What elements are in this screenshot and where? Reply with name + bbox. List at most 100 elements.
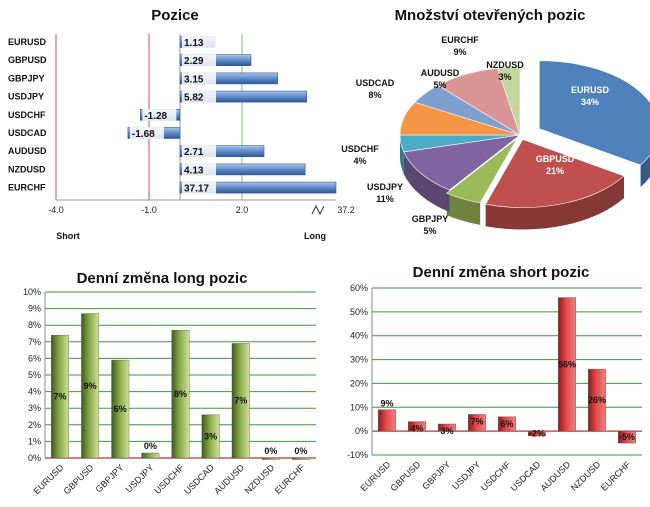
short-y-tick-label: 40% xyxy=(350,331,368,341)
long-value-label: 3% xyxy=(204,431,217,441)
positions-category-label: AUDUSD xyxy=(8,146,47,156)
long-bar xyxy=(292,457,310,460)
positions-value-label: 37.17 xyxy=(184,184,209,195)
long-y-tick-label: 9% xyxy=(28,304,41,314)
positions-tick-label: 37.2 xyxy=(337,205,355,215)
short-category-label: USDCAD xyxy=(508,459,542,493)
short-y-tick-label: 10% xyxy=(350,402,368,412)
short-bar xyxy=(468,414,486,432)
short-bar xyxy=(528,430,546,437)
positions-category-label: EURUSD xyxy=(8,37,47,47)
long-label: Long xyxy=(304,231,326,241)
positions-category-label: GBPJPY xyxy=(8,73,45,83)
short-change-chart-title: Denní změna short pozic xyxy=(413,264,590,281)
long-y-tick-label: 7% xyxy=(28,337,41,347)
long-bar xyxy=(261,457,280,460)
pie-slice-percent: 11% xyxy=(376,194,394,204)
long-category-label: AUDUSD xyxy=(212,462,246,496)
long-value-label: 8% xyxy=(174,389,187,399)
short-category-label: EURUSD xyxy=(358,459,392,493)
long-category-label: USDCHF xyxy=(152,462,186,496)
pie-slice-percent: 21% xyxy=(546,166,564,176)
pie-slice-label: USDCAD xyxy=(356,78,395,88)
pie-slice-side xyxy=(640,154,650,188)
long-value-label: 9% xyxy=(84,381,97,391)
positions-value-bg xyxy=(182,72,216,85)
positions-bar xyxy=(179,181,337,194)
pie-slice-label: GBPUSD xyxy=(536,154,575,164)
pie-slice-percent: 5% xyxy=(423,226,436,236)
pie-slice xyxy=(538,60,650,166)
positions-category-label: USDJPY xyxy=(8,92,44,102)
pie-slice xyxy=(446,137,518,204)
long-value-label: 6% xyxy=(114,404,127,414)
pie-slice-label: NZDUSD xyxy=(486,60,524,70)
long-y-tick-label: 3% xyxy=(28,403,41,413)
long-bar xyxy=(231,343,250,459)
long-bar xyxy=(141,452,160,459)
positions-value-bg xyxy=(182,145,216,158)
pie-plot: EURUSD 34% GBPUSD 21% GBPJPY 5% USDJPY 11% USDCH… xyxy=(341,35,650,236)
short-bar xyxy=(408,421,426,432)
positions-category-label: USDCHF xyxy=(8,110,46,120)
pie-slice-percent: 8% xyxy=(368,90,381,100)
pie-slice-label: GBPJPY xyxy=(412,214,449,224)
long-bar xyxy=(111,359,130,459)
positions-plot: -4.0 -1.0 2.0 37.2 EURUSD 1.13 GBPUSD 2.29 GBPJP… xyxy=(8,34,355,216)
long-value-label: 0% xyxy=(144,441,157,451)
axis-break-mark xyxy=(311,204,325,216)
short-category-label: GBPUSD xyxy=(388,459,422,493)
short-value-label: 56% xyxy=(558,359,576,369)
long-y-tick-label: 8% xyxy=(28,320,41,330)
short-category-label: USDCHF xyxy=(479,459,513,493)
long-bar xyxy=(81,313,100,459)
long-category-label: EURUSD xyxy=(32,462,66,496)
long-category-label: GBPUSD xyxy=(62,462,96,496)
short-value-label: 4% xyxy=(410,424,423,434)
long-value-label: 7% xyxy=(54,392,67,402)
short-y-tick-label: 20% xyxy=(350,378,368,388)
long-y-tick-label: 4% xyxy=(28,387,41,397)
positions-chart-title: Pozice xyxy=(151,7,199,24)
positions-value-label: 4.13 xyxy=(184,165,204,176)
positions-value-label: 2.71 xyxy=(184,147,204,158)
long-category-label: USDCAD xyxy=(182,462,216,496)
positions-tick-label: 2.0 xyxy=(236,205,249,215)
pie-slice-side xyxy=(403,151,450,213)
positions-bar xyxy=(179,163,306,176)
short-bar xyxy=(558,297,576,432)
pie-slice xyxy=(497,66,521,136)
long-value-label: 0% xyxy=(264,446,277,456)
long-y-tick-label: 1% xyxy=(28,436,41,446)
positions-value-label: 1.13 xyxy=(184,38,204,49)
short-bar xyxy=(498,416,516,432)
positions-tick-label: -4.0 xyxy=(48,205,64,215)
short-category-label: NZDUSD xyxy=(569,459,603,493)
positions-value-label: -1.68 xyxy=(132,129,155,140)
short-bar xyxy=(618,430,636,444)
long-value-label: 7% xyxy=(234,396,247,406)
positions-category-label: EURCHF xyxy=(8,183,46,193)
positions-bar xyxy=(179,145,265,157)
short-category-label: GBPJPY xyxy=(420,459,452,491)
pie-slice-percent: 5% xyxy=(433,80,446,90)
long-y-tick-label: 6% xyxy=(28,353,41,363)
pie-slice-percent: 9% xyxy=(453,47,466,57)
long-change-plot: 0% 1% 2% 3% 4% 5% 6% 7% 8% 9% 10% 7% EURUSD 9% GBPUSD 6… xyxy=(23,287,316,496)
short-label: Short xyxy=(56,231,80,241)
short-y-tick-label: 30% xyxy=(350,355,368,365)
pie-slice-percent: 34% xyxy=(581,97,599,107)
positions-value-label: 2.29 xyxy=(184,56,204,67)
long-bar xyxy=(51,334,69,459)
long-y-tick-label: 10% xyxy=(23,287,41,297)
short-bar xyxy=(438,423,456,432)
short-category-label: EURCHF xyxy=(599,459,633,493)
long-value-label: 0% xyxy=(294,446,307,456)
pie-slice-side xyxy=(485,175,625,230)
positions-tick-label: -1.0 xyxy=(141,205,157,215)
positions-value-label: -1.28 xyxy=(144,111,167,122)
positions-value-bg xyxy=(182,36,216,48)
long-category-label: GBPJPY xyxy=(94,462,126,494)
pie-slice-label: USDCHF xyxy=(341,144,379,154)
short-value-label: 9% xyxy=(380,399,393,409)
